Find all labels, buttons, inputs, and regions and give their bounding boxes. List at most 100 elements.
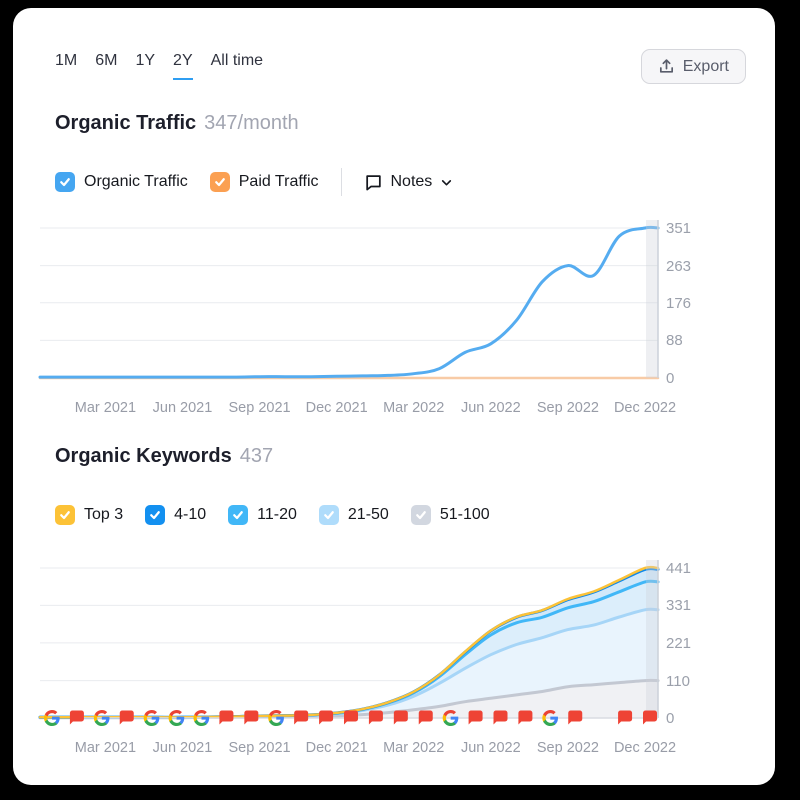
note-flag-icon bbox=[643, 710, 657, 725]
x-tick-label: Jun 2021 bbox=[152, 400, 213, 416]
x-tick-label: Sep 2022 bbox=[536, 400, 599, 416]
x-tick-label: Sep 2021 bbox=[228, 400, 291, 416]
analytics-card: 1M 6M 1Y 2Y All time Export Organic Traffic 3… bbox=[13, 8, 775, 785]
legend-item-top-3[interactable]: Top 3 bbox=[55, 505, 123, 525]
export-button[interactable]: Export bbox=[640, 49, 746, 84]
google-icon bbox=[193, 710, 210, 727]
note-flag-icon bbox=[119, 710, 134, 725]
legend-item-21-50[interactable]: 21-50 bbox=[318, 505, 389, 525]
traffic-legend: Organic Traffic Paid Traffic Notes bbox=[55, 168, 453, 196]
checkbox-checked[interactable] bbox=[228, 505, 249, 525]
upload-icon bbox=[659, 59, 673, 73]
keywords-chart-y-axis: 0 110 221 331 441 bbox=[666, 555, 726, 730]
x-tick-label: Dec 2022 bbox=[613, 740, 677, 756]
legend-item-paid-traffic[interactable]: Paid Traffic bbox=[209, 172, 319, 192]
legend-item-4-10[interactable]: 4-10 bbox=[145, 505, 206, 525]
note-bubble-icon bbox=[365, 174, 381, 190]
x-tick-label: Sep 2021 bbox=[228, 740, 291, 756]
legend-item-11-20[interactable]: 11-20 bbox=[228, 505, 297, 525]
notes-dropdown[interactable]: Notes bbox=[364, 173, 454, 192]
check-icon bbox=[150, 511, 161, 520]
y-tick-label: 0 bbox=[666, 710, 675, 727]
x-tick-label: Dec 2021 bbox=[305, 740, 368, 756]
export-button-label: Export bbox=[682, 57, 729, 75]
note-flag-icon bbox=[393, 710, 408, 725]
traffic-chart-y-axis: 0 88 176 263 351 bbox=[666, 215, 726, 390]
legend-label: 11-20 bbox=[257, 506, 297, 523]
x-tick-label: Jun 2022 bbox=[460, 740, 521, 756]
legend-label: Organic Traffic bbox=[84, 173, 188, 190]
note-flag-icon bbox=[244, 710, 259, 725]
note-flag-icon bbox=[294, 710, 309, 725]
keywords-chart-x-axis: Mar 2021 Jun 2021 Sep 2021 Dec 2021 Mar 2022… bbox=[40, 740, 676, 760]
check-icon bbox=[233, 511, 244, 520]
tab-all-time[interactable]: All time bbox=[210, 52, 264, 69]
x-tick-label: Mar 2021 bbox=[74, 740, 137, 756]
note-flag-icon bbox=[344, 710, 358, 725]
note-flag-icon bbox=[493, 710, 508, 725]
note-flag-icon bbox=[618, 710, 633, 725]
google-icon bbox=[442, 710, 459, 727]
x-tick-label: Jun 2021 bbox=[152, 740, 213, 756]
y-tick-label: 88 bbox=[666, 332, 683, 350]
x-tick-label: Mar 2022 bbox=[383, 740, 445, 756]
y-tick-label: 176 bbox=[666, 294, 692, 312]
checkbox-checked[interactable] bbox=[55, 172, 75, 192]
checkbox-checked[interactable] bbox=[55, 505, 75, 525]
google-icon bbox=[542, 710, 559, 727]
note-flag-icon bbox=[518, 710, 533, 725]
google-icon bbox=[44, 710, 60, 727]
x-tick-label: Sep 2022 bbox=[536, 740, 599, 756]
legend-item-organic-traffic[interactable]: Organic Traffic bbox=[55, 172, 188, 192]
google-icon bbox=[268, 710, 284, 727]
organic-keywords-chart[interactable] bbox=[38, 555, 660, 730]
legend-label: 4-10 bbox=[174, 506, 207, 523]
traffic-chart-x-axis: Mar 2021 Jun 2021 Sep 2021 Dec 2021 Mar 2022… bbox=[40, 400, 676, 420]
organic-keywords-title-text: Organic Keywords bbox=[55, 445, 232, 467]
x-tick-label: Dec 2021 bbox=[305, 400, 368, 416]
checkbox-checked[interactable] bbox=[318, 505, 339, 525]
time-range-tabs: 1M 6M 1Y 2Y All time bbox=[55, 52, 263, 80]
legend-label: 51-100 bbox=[439, 506, 490, 523]
legend-item-51-100[interactable]: 51-100 bbox=[410, 505, 490, 525]
note-flag-icon bbox=[368, 710, 383, 725]
legend-label: Top 3 bbox=[84, 506, 124, 523]
legend-label: Paid Traffic bbox=[238, 173, 319, 190]
y-tick-label: 441 bbox=[666, 560, 692, 577]
y-tick-label: 0 bbox=[666, 370, 675, 387]
tab-2y[interactable]: 2Y bbox=[173, 52, 193, 80]
keywords-legend: Top 3 4-10 11-20 21-50 51-100 bbox=[55, 505, 490, 525]
x-tick-label: Jun 2022 bbox=[460, 400, 521, 416]
note-flag-icon bbox=[319, 710, 334, 725]
note-flag-icon bbox=[468, 710, 483, 725]
check-icon bbox=[214, 178, 225, 187]
check-icon bbox=[324, 511, 334, 520]
check-icon bbox=[415, 511, 426, 520]
y-tick-label: 110 bbox=[666, 672, 690, 690]
organic-traffic-title-text: Organic Traffic bbox=[55, 112, 197, 134]
tab-1y[interactable]: 1Y bbox=[135, 52, 156, 69]
legend-label: 21-50 bbox=[347, 506, 389, 523]
checkbox-checked[interactable] bbox=[209, 172, 230, 192]
legend-divider bbox=[340, 168, 342, 196]
tab-6m[interactable]: 6M bbox=[95, 52, 118, 69]
note-flag-icon bbox=[219, 710, 234, 725]
check-icon bbox=[60, 178, 70, 187]
checkbox-checked[interactable] bbox=[145, 505, 166, 525]
google-icon bbox=[168, 710, 185, 727]
organic-traffic-value: 347/month bbox=[204, 112, 299, 134]
organic-keywords-value: 437 bbox=[239, 445, 274, 467]
y-tick-label: 263 bbox=[666, 257, 692, 275]
chevron-down-icon bbox=[442, 179, 452, 185]
note-flag-icon bbox=[568, 710, 583, 725]
google-icon bbox=[143, 710, 160, 727]
checkbox-checked[interactable] bbox=[410, 505, 431, 525]
y-tick-label: 331 bbox=[666, 597, 692, 615]
organic-traffic-title: Organic Traffic 347/month bbox=[55, 112, 299, 135]
organic-keywords-title: Organic Keywords 437 bbox=[55, 445, 273, 468]
check-icon bbox=[60, 511, 70, 520]
tab-1m[interactable]: 1M bbox=[55, 52, 78, 69]
x-tick-label: Mar 2022 bbox=[383, 400, 445, 416]
x-tick-label: Dec 2022 bbox=[613, 400, 677, 416]
organic-traffic-chart[interactable] bbox=[38, 215, 660, 390]
